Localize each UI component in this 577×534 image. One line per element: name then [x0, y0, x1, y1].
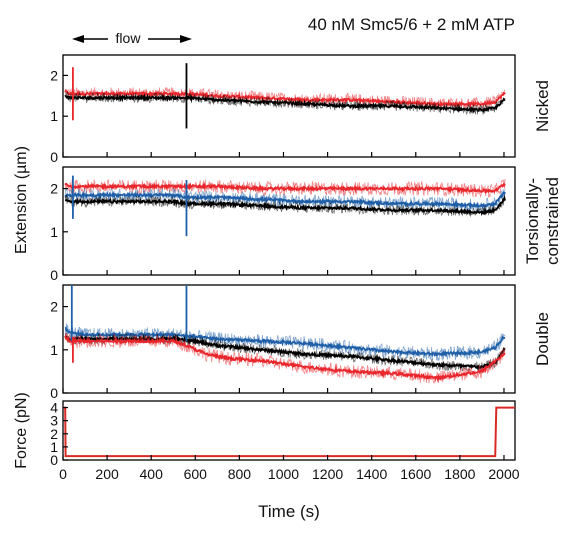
x-axis-label: Time (s)	[258, 502, 320, 521]
figure-title: 40 nM Smc5/6 + 2 mM ATP	[308, 15, 515, 34]
y-tick-label: 0	[50, 385, 58, 401]
series-noise-blue	[64, 323, 506, 361]
y-tick-label: 2	[50, 181, 58, 197]
y-tick-label: 3	[50, 413, 58, 429]
flow-label-bg	[108, 30, 148, 46]
force-trace	[63, 406, 515, 458]
plot-area	[64, 175, 506, 237]
x-tick-label: 1000	[268, 466, 299, 482]
y-tick-label: 2	[50, 299, 58, 315]
flow-label: flow	[116, 30, 142, 46]
force-ylabel: Force (pN)	[13, 392, 30, 468]
panel-side-label: Nicked	[533, 80, 552, 132]
panel-frame	[62, 54, 516, 158]
panel-nicked: 0 1 2 Nicked	[50, 54, 552, 165]
x-tick-label: 600	[184, 466, 208, 482]
panel-frame	[62, 284, 516, 394]
panel-torsionally-constrained: 0 1 2 Torsionally-constrained	[50, 166, 562, 283]
panel-side-label: Torsionally-	[523, 178, 542, 264]
flow-arrowhead-left	[72, 35, 84, 43]
x-tick-label: 1400	[356, 466, 387, 482]
panel-double: 0 1 2 Double	[50, 284, 552, 401]
x-tick-label: 1600	[400, 466, 431, 482]
plot-area	[64, 285, 506, 385]
x-tick-label: 1200	[312, 466, 343, 482]
x-tick-label: 0	[59, 466, 67, 482]
y-tick-label: 2	[50, 67, 58, 83]
x-tick-label: 1800	[444, 466, 475, 482]
plot-area	[64, 63, 506, 129]
series-line-blue	[64, 191, 506, 211]
panel-side-label: constrained	[543, 177, 562, 265]
panel-frame	[62, 400, 516, 461]
x-tick-label: 2000	[488, 466, 519, 482]
y-tick-label: 2	[50, 426, 58, 442]
y-tick-label: 1	[50, 439, 58, 455]
y-tick-label: 0	[50, 452, 58, 468]
x-tick-label: 800	[228, 466, 252, 482]
series-noise-red	[64, 178, 506, 198]
series-line-black	[65, 194, 506, 217]
y-tick-label: 1	[50, 342, 58, 358]
panel-frame	[62, 166, 516, 276]
y-tick-label: 4	[50, 400, 58, 416]
y-tick-label: 1	[50, 224, 58, 240]
series-line-red	[64, 335, 506, 383]
series-line-blue	[64, 326, 506, 358]
series-line-red	[64, 181, 506, 195]
flow-arrowhead-right	[180, 35, 192, 43]
y-tick-label: 0	[50, 149, 58, 165]
x-tick-label: 200	[95, 466, 119, 482]
y-tick-label: 1	[50, 108, 58, 124]
series-line-black	[64, 93, 506, 114]
flow-annotation: flow	[72, 30, 192, 46]
plot-area	[63, 406, 515, 458]
y-tick-label: 0	[50, 267, 58, 283]
panel-side-label: Double	[533, 312, 552, 366]
shared-ylabel: Extension (µm)	[13, 146, 30, 254]
series-line-red	[64, 88, 506, 109]
x-tick-label: 400	[140, 466, 164, 482]
